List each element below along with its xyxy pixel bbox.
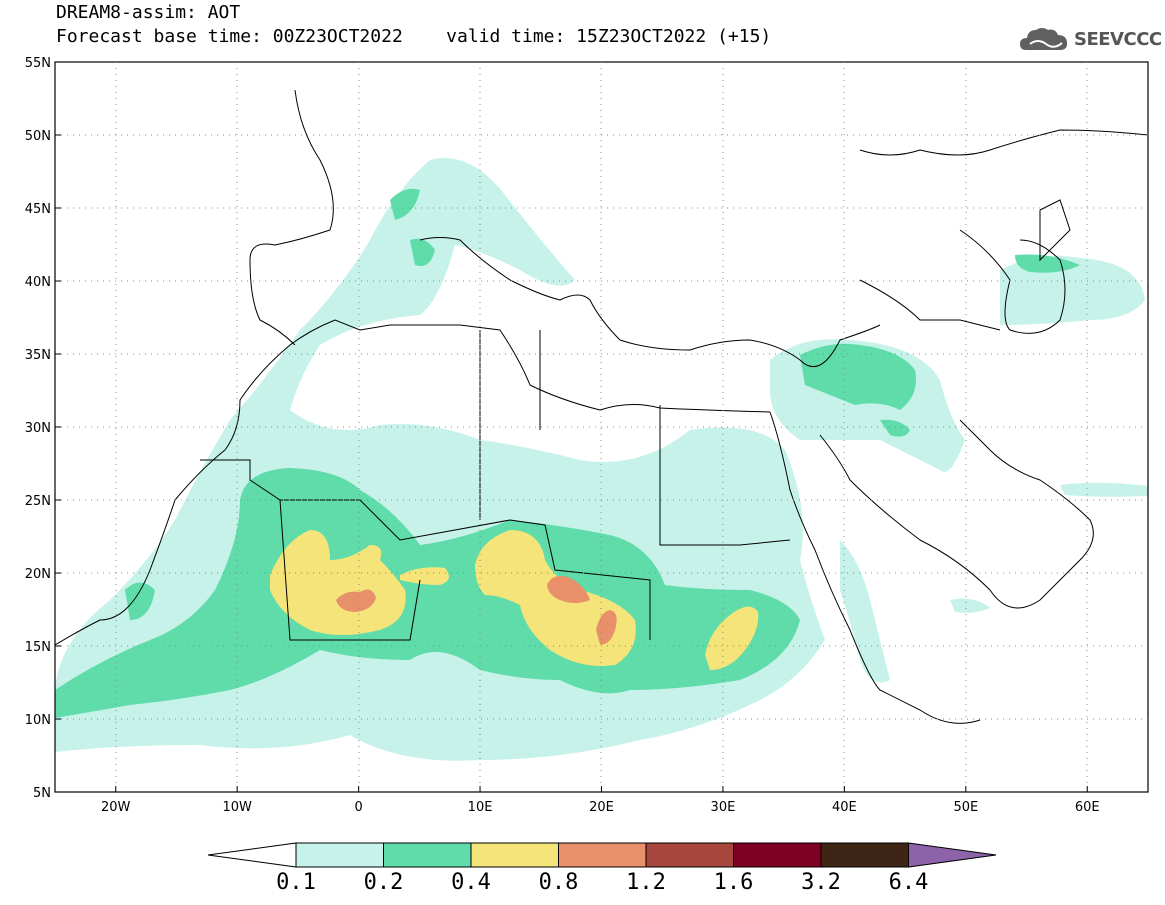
longitude-axis: 20W 10W 0 10E 20E 30E 40E 50E 60E	[101, 786, 1100, 815]
colorbar-level-label: 0.2	[364, 870, 404, 895]
time-info: Forecast base time: 00Z23OCT2022 valid t…	[56, 27, 771, 47]
cloud-icon	[1020, 28, 1068, 50]
lat-tick-label: 45N	[25, 202, 51, 217]
colorbar-swatch	[295, 842, 384, 868]
colorbar-swatch	[820, 842, 909, 868]
seevccc-logo: SEEVCCC	[1018, 22, 1162, 56]
colorbar: 0.1 0.2 0.4 0.8 1.2 1.6 3.2 6.4	[207, 842, 997, 895]
valid-time-label: valid time: 15Z23OCT2022 (+15)	[446, 26, 772, 47]
colorbar-swatch	[383, 842, 472, 868]
lat-tick-label: 20N	[25, 567, 51, 582]
colorbar-level-label: 3.2	[801, 870, 841, 895]
italy-greece-turkey-coast	[419, 237, 881, 368]
northern-coast	[859, 129, 1148, 156]
lon-tick-label: 10W	[222, 800, 252, 815]
lon-tick-label: 20E	[589, 800, 614, 815]
lon-tick-label: 20W	[101, 800, 131, 815]
arabian-peninsula-coast	[819, 419, 1094, 609]
colorbar-high-extension	[908, 842, 997, 868]
colorbar-low-extension	[207, 842, 297, 868]
map-frame: 5N 10N 15N 20N 25N 30N 35N 40N 45N 50N 55N 20W 10W 0…	[25, 56, 1149, 815]
colorbar-level-label: 6.4	[889, 870, 929, 895]
aot-contours	[55, 158, 1148, 761]
central-asia-border	[1039, 199, 1071, 262]
lon-tick-label: 0	[354, 800, 362, 815]
lat-tick-label: 15N	[25, 640, 51, 655]
lat-tick-label: 10N	[25, 713, 51, 728]
red-sea-west-coast	[769, 411, 981, 724]
lat-tick-label: 50N	[25, 129, 51, 144]
lon-tick-label: 50E	[953, 800, 978, 815]
colorbar-swatch	[470, 842, 559, 868]
colorbar-level-label: 1.6	[714, 870, 754, 895]
coastlines-and-borders	[55, 89, 1148, 724]
africa-north-coast	[55, 319, 771, 646]
colorbar-level-label: 0.1	[276, 870, 316, 895]
map-title: DREAM8-assim: AOT	[56, 2, 241, 23]
colorbar-level-label: 1.2	[626, 870, 666, 895]
lat-tick-label: 35N	[25, 348, 51, 363]
caspian-sea	[959, 229, 1066, 334]
aot-band-0.4	[270, 530, 759, 670]
lon-tick-label: 40E	[832, 800, 857, 815]
iran-border	[859, 279, 1001, 331]
lon-tick-label: 30E	[711, 800, 736, 815]
sahara-borders	[200, 459, 651, 640]
colorbar-swatch	[733, 842, 822, 868]
colorbar-swatch	[558, 842, 647, 868]
iberia-france-coast	[249, 89, 334, 346]
lat-tick-label: 30N	[25, 421, 51, 436]
lat-tick-label: 55N	[25, 56, 51, 71]
base-time-label: Forecast base time: 00Z23OCT2022	[56, 26, 403, 47]
colorbar-level-label: 0.4	[451, 870, 491, 895]
aot-band-0.8	[336, 576, 617, 645]
gridlines	[55, 62, 1148, 792]
lat-tick-label: 25N	[25, 494, 51, 509]
lon-tick-label: 10E	[468, 800, 493, 815]
colorbar-level-label: 0.8	[539, 870, 579, 895]
colorbar-swatch	[645, 842, 734, 868]
lat-tick-label: 5N	[33, 786, 51, 801]
logo-text: SEEVCCC	[1074, 28, 1162, 50]
lon-tick-label: 60E	[1075, 800, 1100, 815]
latitude-axis: 5N 10N 15N 20N 25N 30N 35N 40N 45N 50N 55N	[25, 56, 61, 801]
lat-tick-label: 40N	[25, 275, 51, 290]
egypt-border	[659, 405, 791, 546]
